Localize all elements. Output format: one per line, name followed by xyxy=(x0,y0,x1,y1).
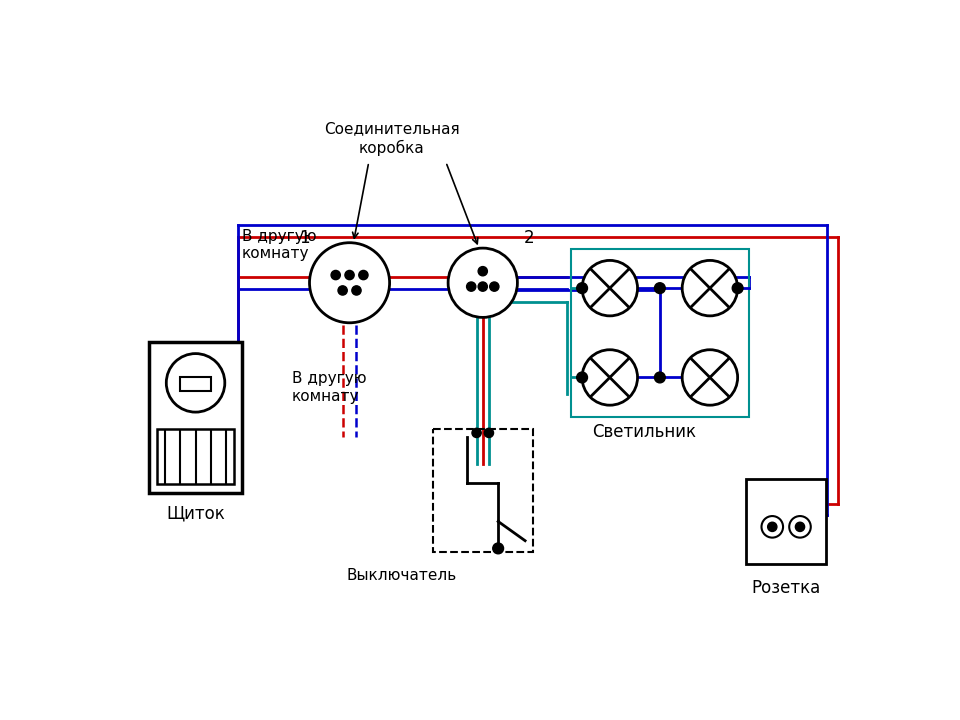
Circle shape xyxy=(655,283,665,294)
Circle shape xyxy=(582,261,637,316)
Text: коробка: коробка xyxy=(359,140,424,156)
Text: Светильник: Светильник xyxy=(592,423,696,441)
Text: В другую
комнату: В другую комнату xyxy=(292,372,367,404)
Circle shape xyxy=(448,248,517,318)
Circle shape xyxy=(796,522,804,531)
Text: Соединительная: Соединительная xyxy=(324,121,460,136)
Circle shape xyxy=(683,261,737,316)
Circle shape xyxy=(345,271,354,279)
Bar xyxy=(180,377,211,390)
Circle shape xyxy=(484,428,493,438)
Circle shape xyxy=(359,271,368,279)
Circle shape xyxy=(309,243,390,323)
Circle shape xyxy=(338,286,348,295)
Circle shape xyxy=(761,516,783,538)
Text: Розетка: Розетка xyxy=(752,580,821,598)
Text: Щиток: Щиток xyxy=(166,505,225,523)
Circle shape xyxy=(577,372,588,383)
Circle shape xyxy=(352,286,361,295)
Circle shape xyxy=(478,266,488,276)
Circle shape xyxy=(492,543,504,554)
Circle shape xyxy=(655,372,665,383)
Bar xyxy=(570,249,749,417)
Circle shape xyxy=(472,428,481,438)
Circle shape xyxy=(467,282,476,291)
Circle shape xyxy=(478,282,488,291)
Text: Выключатель: Выключатель xyxy=(347,568,457,583)
Circle shape xyxy=(166,354,225,412)
Circle shape xyxy=(490,282,499,291)
Circle shape xyxy=(577,283,588,294)
Bar xyxy=(433,429,533,552)
Text: В другую
комнату: В другую комнату xyxy=(242,229,316,261)
Circle shape xyxy=(582,350,637,405)
Circle shape xyxy=(331,271,340,279)
Text: 2: 2 xyxy=(523,229,535,247)
Bar xyxy=(150,343,242,492)
Circle shape xyxy=(768,522,777,531)
Bar xyxy=(746,479,827,564)
Circle shape xyxy=(732,283,743,294)
Circle shape xyxy=(683,350,737,405)
Bar xyxy=(157,429,234,485)
Text: 1: 1 xyxy=(300,229,310,247)
Circle shape xyxy=(789,516,811,538)
